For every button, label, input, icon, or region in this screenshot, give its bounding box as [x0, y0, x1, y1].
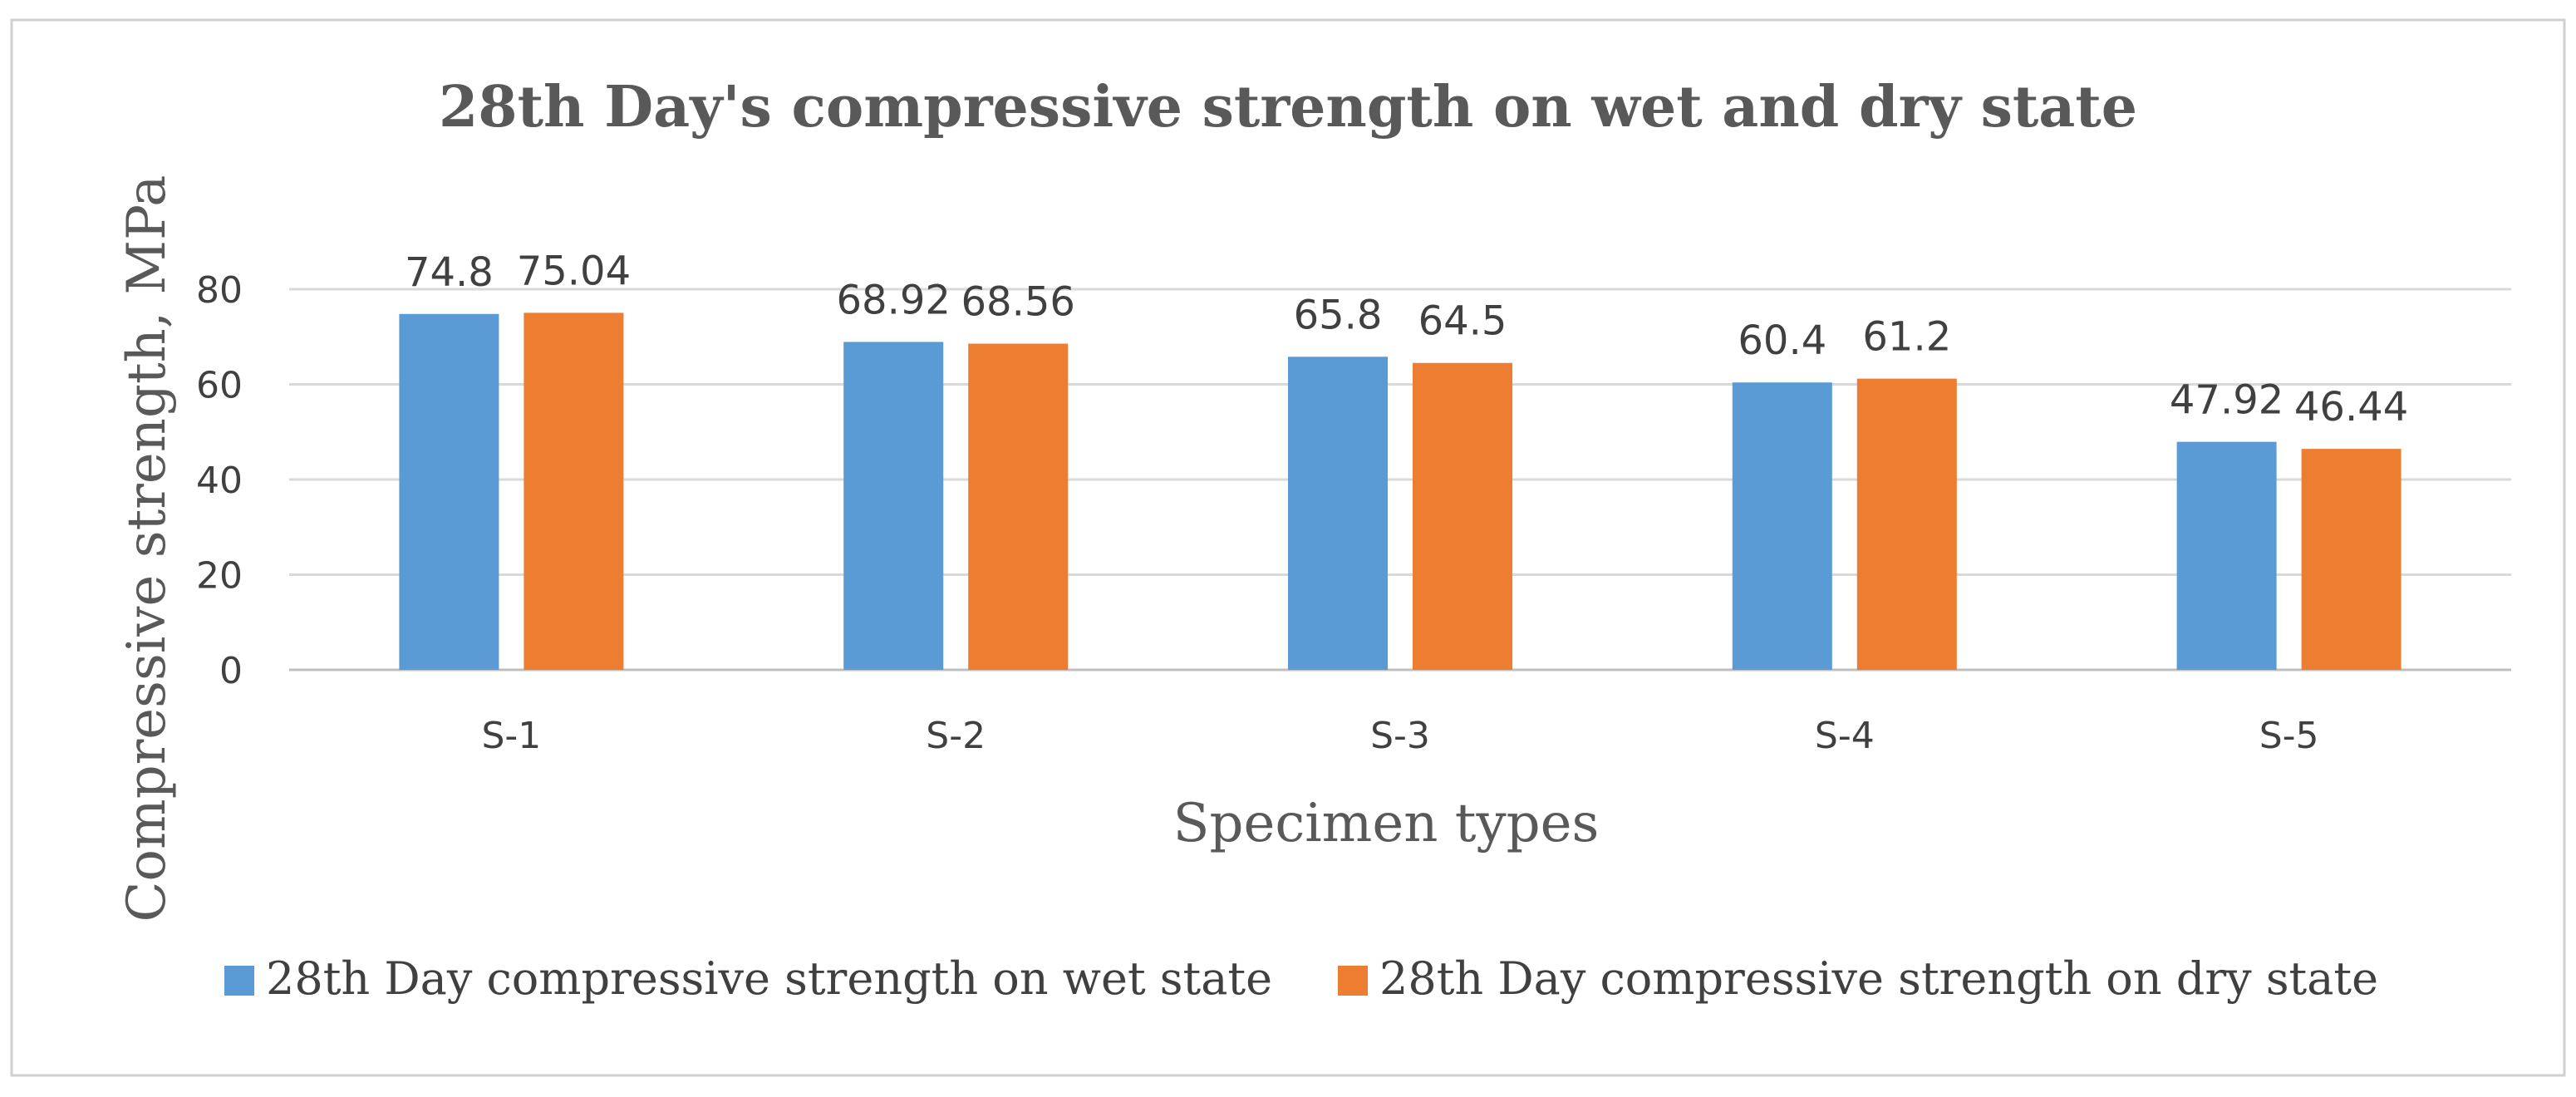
gridlines [289, 288, 2511, 671]
bar-s-3-wet [1288, 357, 1388, 670]
data-label-s-1-dry: 75.04 [517, 248, 631, 294]
data-label-s-2-wet: 68.92 [836, 277, 950, 323]
data-label-s-3-wet: 65.8 [1294, 292, 1383, 338]
data-label-s-2-dry: 68.56 [961, 278, 1074, 325]
bars [399, 312, 2401, 670]
x-tick-label: S-1 [481, 715, 541, 757]
legend: 28th Day compressive strength on wet sta… [224, 952, 2378, 1005]
y-axis-ticks: 0 20 40 60 80 [196, 269, 243, 692]
bar-s-4-wet [1732, 382, 1832, 670]
bar-s-4-dry [1856, 378, 1957, 670]
data-label-s-1-wet: 74.8 [405, 249, 494, 296]
y-tick-label: 40 [196, 460, 243, 502]
data-label-s-4-dry: 61.2 [1862, 314, 1951, 361]
chart-title: 28th Day's compressive strength on wet a… [439, 74, 2137, 140]
bar-s-1-dry [524, 312, 624, 670]
y-tick-label: 0 [219, 650, 243, 692]
x-axis-title: Specimen types [1173, 793, 1600, 854]
legend-label-dry: 28th Day compressive strength on dry sta… [1379, 952, 2378, 1005]
x-tick-label: S-5 [2259, 715, 2319, 757]
bar-s-5-dry [2301, 449, 2401, 670]
bar-s-5-wet [2176, 441, 2277, 670]
data-label-s-3-dry: 64.5 [1418, 298, 1507, 345]
legend-swatch-dry [1338, 966, 1368, 996]
x-tick-label: S-2 [926, 715, 986, 757]
bar-s-3-dry [1413, 362, 1512, 670]
data-label-s-4-wet: 60.4 [1738, 317, 1826, 364]
legend-label-wet: 28th Day compressive strength on wet sta… [266, 952, 1272, 1005]
y-tick-label: 60 [196, 365, 243, 407]
data-label-s-5-wet: 47.92 [2170, 377, 2283, 424]
y-tick-label: 20 [196, 555, 243, 598]
x-tick-label: S-4 [1815, 715, 1875, 757]
bar-s-2-dry [968, 343, 1069, 670]
data-labels: 74.8 75.04 68.92 68.56 65.8 64.5 60.4 61.2 47.92… [405, 248, 2408, 430]
bar-s-2-wet [843, 342, 944, 670]
y-tick-label: 80 [196, 269, 243, 312]
x-tick-label: S-3 [1370, 715, 1430, 757]
x-axis-ticks: S-1 S-2 S-3 S-4 S-5 [481, 715, 2318, 757]
y-axis-title: Compressive strength, MPa [116, 175, 178, 922]
data-label-s-5-dry: 46.44 [2294, 384, 2408, 430]
bar-s-1-wet [399, 313, 499, 670]
legend-swatch-wet [224, 966, 254, 996]
